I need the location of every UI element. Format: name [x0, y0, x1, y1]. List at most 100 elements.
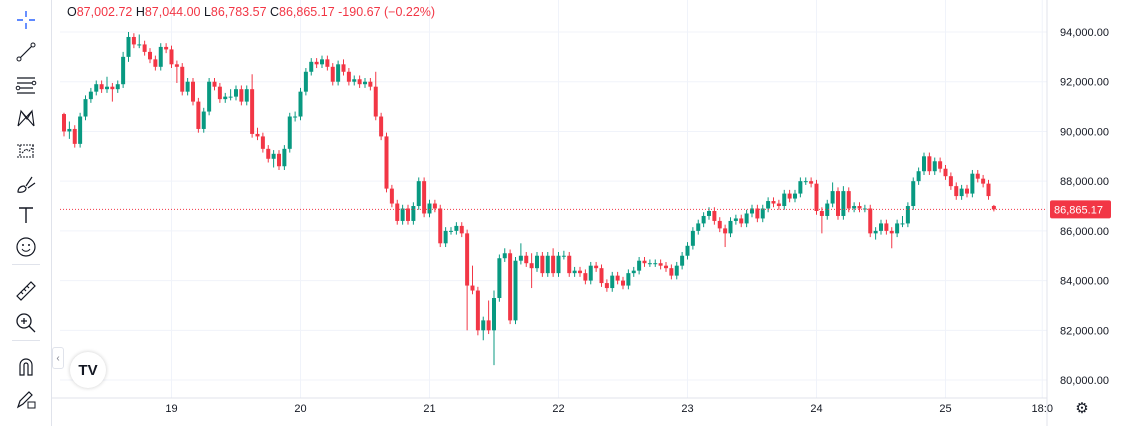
candle: [158, 43, 163, 71]
candle: [110, 82, 115, 102]
candle-body: [314, 61, 319, 65]
emoji-icon[interactable]: [14, 235, 38, 259]
text-icon[interactable]: [14, 203, 38, 227]
candle: [658, 259, 663, 270]
candle-body: [486, 320, 491, 331]
candle: [857, 202, 862, 213]
candle-body: [131, 36, 136, 45]
candle-body: [889, 230, 894, 234]
candle-body: [158, 46, 163, 67]
candle-body: [884, 223, 889, 231]
tradingview-logo[interactable]: TV: [70, 352, 106, 388]
logo-text: TV: [78, 361, 98, 379]
candle: [497, 254, 502, 302]
candle-body: [196, 101, 201, 129]
fib-retracement-icon[interactable]: [14, 73, 38, 97]
candle: [916, 167, 921, 185]
candle: [83, 95, 88, 121]
candle: [750, 204, 754, 218]
ruler-icon[interactable]: [14, 279, 38, 303]
candle-body: [545, 255, 550, 274]
lock-drawings-icon[interactable]: [14, 387, 38, 411]
candle-body: [432, 203, 437, 209]
open-label: O: [67, 5, 77, 19]
candle: [696, 219, 701, 235]
candle: [406, 204, 410, 225]
candle-body: [502, 253, 507, 259]
candle: [363, 77, 367, 88]
zoom-in-icon[interactable]: [14, 311, 38, 335]
candle-body: [664, 265, 668, 269]
low-label: L: [203, 5, 211, 19]
candle-body: [475, 290, 480, 331]
candle: [599, 264, 604, 287]
candle-body: [873, 230, 878, 234]
candle: [298, 87, 303, 121]
candle-body: [927, 156, 932, 172]
candle: [927, 152, 932, 175]
candle-body: [427, 203, 432, 214]
candle-body: [293, 116, 298, 118]
candle: [954, 182, 959, 200]
candle-body: [787, 193, 792, 199]
candle-body: [169, 49, 174, 65]
candle: [556, 252, 561, 277]
candle: [561, 250, 566, 260]
candle-body: [325, 59, 330, 67]
magnet-icon[interactable]: [14, 355, 38, 379]
settings-gear-icon[interactable]: ⚙: [1075, 400, 1089, 417]
candle-body: [234, 89, 238, 97]
candle: [207, 77, 212, 116]
toolbar-divider: [12, 264, 40, 265]
candle: [239, 85, 244, 106]
candle: [583, 269, 588, 285]
candle: [862, 204, 867, 213]
candle-body: [578, 270, 582, 274]
candle: [642, 256, 647, 267]
candle-body: [115, 84, 120, 90]
candle: [787, 189, 792, 203]
candle-body: [518, 255, 523, 261]
candle: [94, 80, 99, 96]
candle: [196, 97, 201, 133]
forecast-icon[interactable]: [14, 139, 38, 163]
candle-body: [352, 79, 357, 82]
candle-body: [201, 111, 206, 129]
candle-body: [830, 191, 835, 204]
candle-body: [395, 203, 400, 221]
candle: [379, 112, 384, 141]
candle-body: [228, 96, 233, 98]
candle-body: [803, 181, 808, 183]
candle-body: [954, 186, 959, 197]
trend-line-icon[interactable]: [14, 40, 38, 64]
candle-body: [346, 71, 351, 82]
candle: [88, 87, 93, 103]
candle: [395, 199, 400, 225]
brush-icon[interactable]: [14, 172, 38, 196]
candle-body: [524, 255, 529, 264]
candle: [793, 189, 797, 203]
candle: [432, 199, 437, 213]
xabcd-pattern-icon[interactable]: [14, 106, 38, 130]
candle-body: [470, 285, 475, 291]
candle: [309, 58, 314, 76]
candle: [454, 222, 459, 235]
candle: [884, 219, 889, 235]
candle: [524, 252, 529, 267]
candle: [78, 112, 83, 148]
candle-body: [916, 171, 921, 182]
candle: [212, 77, 217, 91]
candle-body: [535, 255, 539, 269]
candle: [459, 222, 464, 238]
candle: [244, 85, 249, 106]
close-label: C: [270, 5, 280, 19]
candle-body: [905, 206, 910, 224]
candle: [325, 55, 330, 71]
candle: [836, 187, 840, 220]
candle: [137, 34, 142, 49]
collapse-toolbar-button[interactable]: ‹: [52, 347, 64, 369]
crosshair-icon[interactable]: [14, 8, 38, 32]
candle-body: [67, 128, 72, 132]
candle: [631, 266, 636, 277]
